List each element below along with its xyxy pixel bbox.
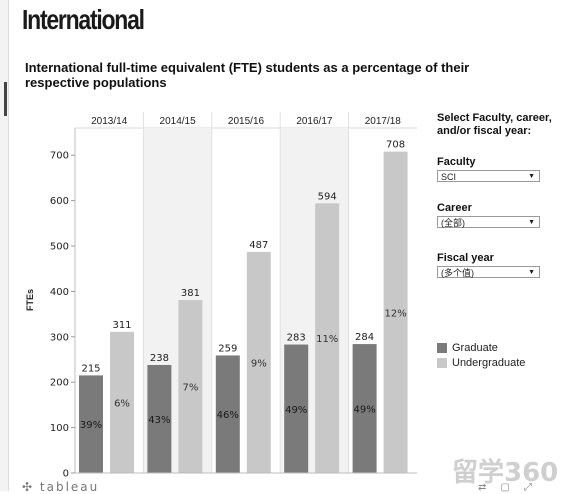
legend-label-undergraduate: Undergraduate	[452, 356, 526, 369]
legend-label-graduate: Graduate	[452, 341, 498, 354]
y-tick-label: 400	[50, 287, 69, 298]
download-icon[interactable]: ▢	[500, 482, 524, 493]
percent-label: 11%	[316, 334, 338, 345]
faculty-select[interactable]: SCI ▼	[437, 170, 540, 182]
y-tick-label: 100	[50, 423, 69, 434]
bar-undergraduate	[178, 300, 203, 473]
watermark-logo: 留学360	[452, 458, 559, 488]
career-filter: Career (全部) ▼	[437, 202, 542, 228]
percent-label: 49%	[285, 405, 307, 416]
chart-legend: Graduate Undergraduate	[437, 340, 525, 370]
bar-undergraduate	[383, 151, 408, 473]
dropdown-arrow-icon: ▼	[528, 219, 535, 226]
bar-graduate	[215, 355, 240, 473]
filter-panel: Select Faculty, career, and/or fiscal ye…	[437, 112, 577, 278]
faculty-filter: Faculty SCI ▼	[437, 156, 542, 182]
career-select-value: (全部)	[441, 218, 465, 228]
share-icon[interactable]: ⇄	[478, 482, 501, 493]
percent-label: 12%	[384, 308, 406, 319]
legend-swatch-graduate	[437, 342, 447, 353]
left-edge-marker	[4, 82, 7, 116]
tableau-logo-icon: ✣	[22, 480, 35, 494]
category-label: 2016/17	[296, 116, 333, 127]
fiscal-year-filter: Fiscal year (多个值) ▼	[437, 252, 542, 278]
data-label: 381	[181, 288, 200, 299]
bar-graduate	[79, 375, 103, 473]
tableau-brand-label: tableau	[39, 480, 100, 494]
page-heading: International	[22, 4, 145, 35]
y-axis-label: FTEs	[25, 289, 35, 311]
category-label: 2015/16	[228, 116, 265, 127]
data-label: 284	[355, 332, 374, 343]
y-tick-label: 300	[50, 332, 69, 343]
faculty-filter-label: Faculty	[437, 156, 476, 168]
career-filter-label: Career	[437, 202, 472, 214]
percent-label: 49%	[353, 405, 375, 416]
dropdown-arrow-icon: ▼	[528, 269, 535, 276]
y-tick-label: 0	[63, 469, 69, 480]
fiscal-year-select[interactable]: (多个值) ▼	[437, 266, 540, 278]
bar-graduate	[352, 344, 377, 473]
data-label: 283	[287, 333, 306, 344]
bar-undergraduate	[315, 203, 340, 473]
percent-label: 9%	[251, 358, 267, 369]
y-tick-label: 700	[50, 151, 69, 162]
data-label: 487	[249, 240, 268, 251]
data-label: 708	[386, 140, 405, 151]
percent-label: 6%	[114, 398, 130, 409]
fullscreen-icon[interactable]: ⤢	[523, 482, 546, 493]
y-tick-label: 600	[50, 196, 69, 207]
data-label: 311	[112, 320, 131, 331]
data-label: 594	[318, 191, 337, 202]
data-label: 215	[81, 363, 100, 374]
percent-label: 7%	[182, 383, 198, 394]
category-label: 2017/18	[365, 116, 402, 127]
career-select[interactable]: (全部) ▼	[437, 216, 540, 228]
bar-graduate	[284, 344, 309, 473]
bar-undergraduate	[246, 251, 271, 473]
fiscal-year-select-value: (多个值)	[441, 268, 474, 278]
data-label: 238	[150, 353, 169, 364]
percent-label: 39%	[80, 420, 102, 431]
fiscal-year-filter-label: Fiscal year	[437, 252, 494, 264]
y-tick-label: 500	[50, 242, 69, 253]
percent-label: 43%	[148, 415, 170, 426]
tableau-brand[interactable]: ✣ tableau	[22, 480, 99, 494]
filter-panel-heading: Select Faculty, career, and/or fiscal ye…	[437, 112, 552, 137]
chart-title: International full-time equivalent (FTE)…	[25, 60, 470, 90]
faculty-select-value: SCI	[441, 172, 457, 182]
bar-graduate	[147, 364, 172, 473]
y-tick-label: 200	[50, 378, 69, 389]
bar-undergraduate	[110, 331, 134, 473]
toolbar-icons: ⇄▢⤢	[478, 482, 546, 493]
category-label: 2013/14	[91, 116, 128, 127]
legend-swatch-undergraduate	[437, 357, 447, 368]
dropdown-arrow-icon: ▼	[528, 173, 535, 180]
data-label: 259	[218, 343, 237, 354]
left-edge-panel	[0, 0, 9, 491]
percent-label: 46%	[217, 410, 239, 421]
category-label: 2014/15	[160, 116, 197, 127]
legend-item-graduate[interactable]: Graduate	[437, 340, 525, 355]
legend-item-undergraduate[interactable]: Undergraduate	[437, 355, 525, 370]
